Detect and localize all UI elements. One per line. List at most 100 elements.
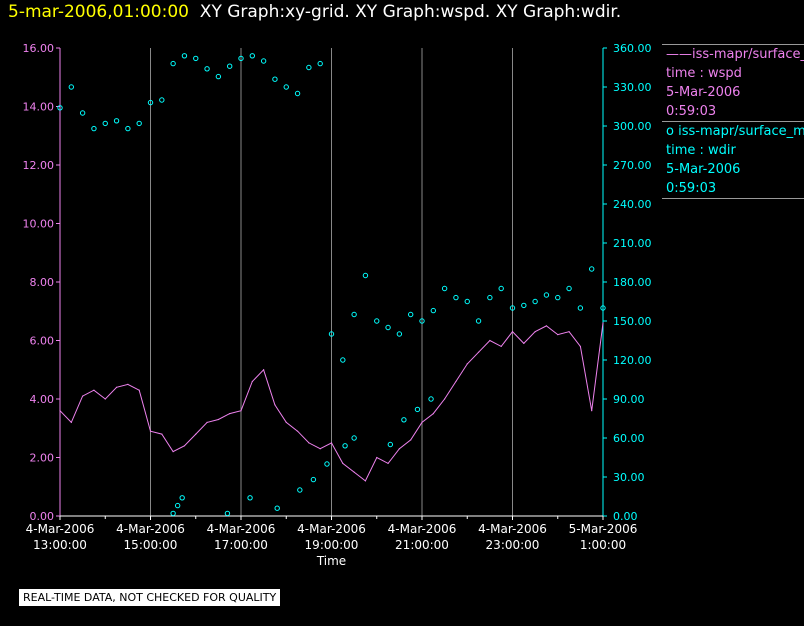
wspd-point [353, 471, 355, 473]
wspd-point [455, 380, 457, 383]
y-left-tick-label: 8.00 [30, 276, 55, 289]
wspd-point [579, 345, 581, 347]
wdir-point [414, 406, 421, 413]
legend-item-wdir-line2: 5-Mar-2006 [666, 162, 741, 177]
wdir-point [181, 53, 188, 59]
wspd-point [500, 345, 502, 347]
legend-item-wdir-name: o iss-mapr/surface_m [666, 124, 804, 139]
wspd-point [511, 331, 514, 333]
legend: ——iss-mapr/surface_m time : wspd 5-Mar-2… [662, 44, 804, 199]
wdir-point [238, 55, 244, 62]
wdir-point [170, 510, 176, 517]
wspd-point [115, 386, 118, 388]
wspd-point [421, 421, 423, 423]
wdir-point [374, 318, 380, 324]
wdir-point [328, 331, 335, 337]
wspd-point [251, 380, 253, 383]
wdir-point [509, 305, 516, 311]
wspd-point [285, 421, 287, 423]
y-right-tick-label: 330.00 [613, 81, 652, 94]
wdir-point [147, 99, 154, 106]
wdir-point [342, 443, 348, 449]
wspd-point [308, 442, 310, 444]
wdir-point [407, 311, 414, 318]
y-right-tick-label: 90.00 [613, 393, 645, 406]
x-tick-label-time: 23:00:00 [486, 538, 540, 552]
x-tick-label-time: 17:00:00 [214, 538, 268, 552]
wdir-point [306, 64, 312, 71]
wdir-point [249, 53, 256, 59]
wspd-point [466, 363, 468, 365]
quality-disclaimer: REAL-TIME DATA, NOT CHECKED FOR QUALITY [19, 589, 281, 606]
wspd-point [568, 331, 570, 333]
wspd-point [172, 451, 174, 453]
y-right-tick-label: 360.00 [613, 42, 652, 55]
wdir-point [577, 305, 584, 311]
wdir-point [193, 55, 199, 62]
wspd-point [376, 456, 378, 459]
legend-separator [662, 44, 804, 45]
legend-separator [662, 198, 804, 199]
wdir-point [272, 76, 278, 82]
wspd-point [70, 421, 72, 423]
wdir-point [543, 292, 550, 298]
wspd-point [523, 342, 525, 345]
wdir-point [387, 441, 394, 448]
y-right-tick-label: 300.00 [613, 120, 652, 133]
wdir-point [521, 302, 527, 309]
legend-item-wspd-name: ——iss-mapr/surface_m [666, 47, 804, 62]
wdir-point [79, 110, 86, 116]
x-tick-label-time: 1:00:00 [580, 538, 626, 552]
wdir-point [57, 105, 63, 111]
x-tick-label-date: 4-Mar-2006 [26, 522, 95, 536]
y-left-tick-label: 4.00 [30, 393, 55, 406]
wdir-point [532, 298, 538, 305]
wspd-point [59, 410, 61, 412]
x-tick-label-date: 5-Mar-2006 [569, 522, 638, 536]
x-tick-label-date: 4-Mar-2006 [207, 522, 276, 536]
x-tick-label-date: 4-Mar-2006 [388, 522, 457, 536]
wdir-point [464, 298, 470, 305]
wdir-point [125, 125, 131, 132]
wdir-point [453, 294, 459, 301]
x-tick-label-time: 21:00:00 [395, 538, 449, 552]
wspd-point [296, 430, 299, 432]
wspd-point [263, 369, 265, 371]
wdir-point [351, 435, 357, 441]
wdir-point [224, 510, 231, 517]
wdir-point [102, 120, 108, 127]
wspd-point [240, 410, 242, 412]
x-axis-label: Time [316, 554, 346, 568]
y-right-tick-label: 60.00 [613, 432, 645, 445]
y-left-tick-label: 14.00 [23, 101, 55, 114]
wspd-point [489, 339, 491, 342]
wdir-point [430, 307, 437, 314]
title-graphs: XY Graph:xy-grid. XY Graph:wspd. XY Grap… [199, 2, 622, 22]
wdir-point [310, 476, 317, 483]
wspd-point [398, 448, 400, 450]
wspd-point [557, 334, 559, 336]
y-right-tick-label: 30.00 [613, 471, 645, 484]
wspd-point [104, 398, 106, 400]
y-left-tick-label: 6.00 [30, 335, 55, 348]
wdir-point [340, 357, 346, 363]
wspd-point [206, 421, 208, 423]
title-date: 5-mar-2006,01:00:00 [8, 2, 189, 22]
wspd-point [444, 398, 446, 400]
wdir-point [475, 318, 482, 324]
wspd-point [602, 322, 604, 324]
wdir-point [91, 125, 97, 132]
wspd-point [534, 331, 536, 333]
wdir-point [260, 58, 267, 64]
wdir-point [226, 63, 233, 69]
legend-item-wspd-line2: 5-Mar-2006 [666, 85, 741, 100]
wdir-point [362, 272, 369, 279]
wspd-point [432, 413, 434, 415]
legend-item-wdir-line1: time : wdir [666, 143, 736, 158]
wdir-point [113, 118, 120, 124]
x-tick-label-time: 13:00:00 [33, 538, 87, 552]
y-right-tick-label: 240.00 [613, 198, 652, 211]
wdir-point [566, 285, 572, 292]
wspd-point [477, 351, 480, 353]
